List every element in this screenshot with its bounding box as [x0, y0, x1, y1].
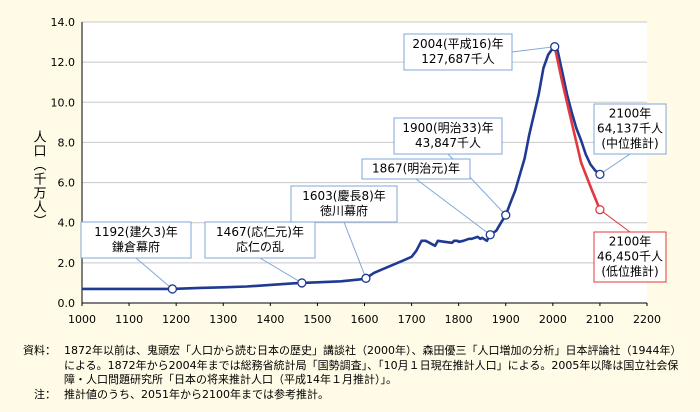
footnote-head: 注：: [34, 387, 56, 401]
data-point-marker: [595, 205, 605, 215]
y-tick-label: 0.0: [58, 297, 76, 310]
x-tick-label: 2200: [633, 313, 661, 326]
x-tick-label: 1300: [209, 313, 237, 326]
y-tick-label: 14.0: [51, 16, 76, 29]
annotation-box: [80, 221, 192, 259]
x-tick-label: 1600: [351, 313, 379, 326]
annotation-text: 127,687千人: [421, 52, 495, 66]
chart: 0.0 2.0 4.0 6.0 8.0 10.0 12.0 14.0 1000 1100 1200 1…: [31, 16, 667, 326]
annotation-text: 応仁の乱: [236, 240, 284, 254]
axes: 0.0 2.0 4.0 6.0 8.0 10.0 12.0 14.0 1000 1100 1200 1…: [31, 16, 662, 326]
footnote: 注： 推計値のうち、2051年から2100年までは参考推計。: [18, 388, 688, 403]
annotation-text: 1192(建久3)年: [94, 225, 178, 239]
population-chart: 0.0 2.0 4.0 6.0 8.0 10.0 12.0 14.0 1000 1100 1200 1…: [31, 16, 667, 326]
x-tick-label: 1800: [445, 313, 473, 326]
annotation-text: 46,450千人: [597, 250, 663, 264]
source-note-head: 資料：: [23, 344, 56, 357]
annotation-leaders: [135, 46, 631, 290]
y-tick-label: 4.0: [58, 217, 76, 230]
annotation-box: [393, 117, 503, 155]
annotation-box: [403, 33, 513, 71]
y-tick-label: 12.0: [51, 56, 76, 69]
annotation-text: 2100年: [609, 235, 652, 249]
x-tick-label: 1000: [68, 313, 96, 326]
notes: 資料： 1872年以前は、鬼頭宏「人口から読む日本の歴史」講談社（2000年）、…: [18, 344, 688, 402]
annotation-leader: [415, 178, 491, 236]
annotation-text: 1603(慶長8)年: [302, 189, 386, 203]
data-point-marker: [361, 273, 371, 283]
annotation-text: (低位推計): [601, 264, 658, 279]
x-tick-label: 1400: [256, 313, 284, 326]
annotation-leader: [259, 257, 303, 284]
annotation-text: 1867(明治元)年: [372, 162, 460, 176]
y-tick-label: 2.0: [58, 257, 76, 270]
source-note-body: 1872年以前は、鬼頭宏「人口から読む日本の歴史」講談社（2000年）、森田優三…: [64, 344, 682, 386]
annotation-text: 43,847千人: [415, 136, 481, 150]
data-point-marker: [167, 284, 178, 294]
y-axis-label: 人口（千万人）: [31, 130, 47, 228]
series-line-low: [553, 46, 602, 211]
annotation-text: 鎌倉幕府: [112, 239, 160, 254]
x-tick-label: 1900: [492, 313, 520, 326]
annotation-box: [290, 185, 398, 223]
annotation-text: 2004(平成16)年: [412, 37, 503, 51]
annotation-text: 2100年: [609, 107, 652, 121]
series-markers: [167, 42, 605, 294]
annotation-leader: [135, 257, 173, 290]
annotation-leader: [343, 221, 367, 279]
annotation-box: [361, 158, 471, 180]
x-tick-label: 2100: [586, 313, 614, 326]
annotation-leader: [511, 46, 555, 53]
x-tick-label: 1200: [162, 313, 190, 326]
data-point-marker: [550, 42, 560, 52]
annotation-text: (中位推計): [601, 136, 658, 151]
annotation-text: 徳川幕府: [320, 203, 368, 218]
data-point-marker: [485, 230, 495, 240]
data-point-marker: [595, 169, 605, 179]
annotation-leader: [599, 153, 631, 175]
y-tick-label: 6.0: [58, 177, 76, 190]
data-point-marker: [297, 278, 307, 288]
x-tick-label: 2000: [539, 313, 567, 326]
x-tick-label: 1100: [115, 313, 143, 326]
annotation-box: [593, 231, 667, 283]
annotation-box: [593, 103, 667, 155]
annotation-text: 1900(明治33)年: [402, 121, 493, 135]
y-tick-label: 8.0: [58, 136, 76, 149]
source-note: 資料： 1872年以前は、鬼頭宏「人口から読む日本の歴史」講談社（2000年）、…: [18, 344, 688, 388]
y-tick-label: 10.0: [51, 96, 76, 109]
x-tick-label: 1700: [398, 313, 426, 326]
footnote-body: 推計値のうち、2051年から2100年までは参考推計。: [64, 387, 329, 401]
annotation-leader: [599, 209, 631, 233]
annotation-box: [204, 221, 316, 259]
annotation-text: 64,137千人: [597, 122, 663, 136]
data-point-marker: [501, 210, 511, 220]
x-tick-label: 1500: [303, 313, 331, 326]
annotation-text: 1467(応仁元)年: [216, 225, 304, 239]
